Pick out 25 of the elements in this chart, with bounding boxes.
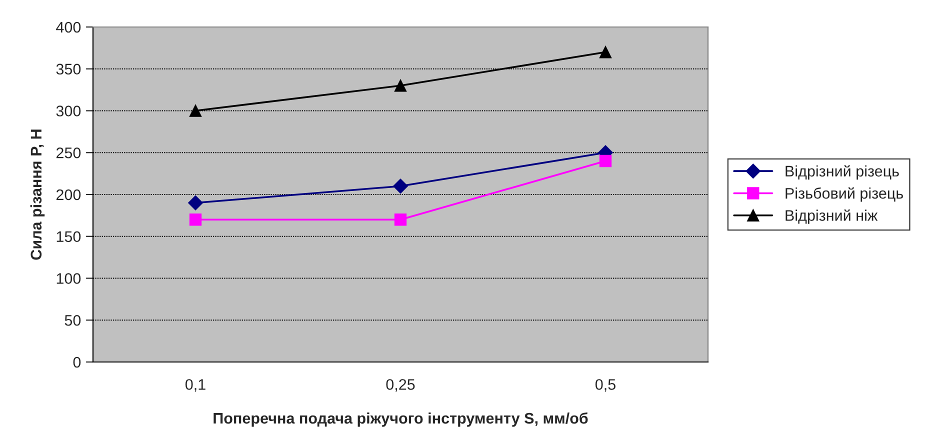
- legend-label: Відрізний ніж: [786, 209, 878, 224]
- x-tick-label: 0,25: [386, 379, 415, 392]
- x-tick-label: 0,1: [185, 379, 206, 392]
- y-tick-label: 100: [56, 273, 81, 284]
- point: [394, 214, 407, 226]
- point: [393, 178, 408, 194]
- y-tick-label: 400: [56, 22, 81, 33]
- y-tick-label: 350: [56, 64, 81, 75]
- point: [599, 154, 612, 168]
- legend-label: Відрізний різець: [786, 165, 899, 180]
- y-tick-label: 50: [64, 314, 81, 326]
- legend-label: Різьбовий різець: [786, 187, 903, 202]
- y-tick-label: 150: [56, 231, 81, 242]
- point: [188, 195, 203, 210]
- y-axis-title: Сила різання P, Н: [30, 130, 45, 260]
- y-tick-label: 250: [56, 147, 81, 158]
- point: [189, 104, 202, 117]
- y-tick-label: 200: [56, 189, 81, 200]
- point: [394, 80, 407, 92]
- x-axis-title: Поперечна подача ріжучого інструменту S, мм/об: [214, 412, 588, 427]
- x-tick-label: 0,5: [595, 379, 616, 392]
- y-tick-label: 0: [73, 356, 81, 368]
- point: [599, 46, 612, 58]
- point: [189, 214, 202, 226]
- y-tick-label: 300: [56, 106, 81, 116]
